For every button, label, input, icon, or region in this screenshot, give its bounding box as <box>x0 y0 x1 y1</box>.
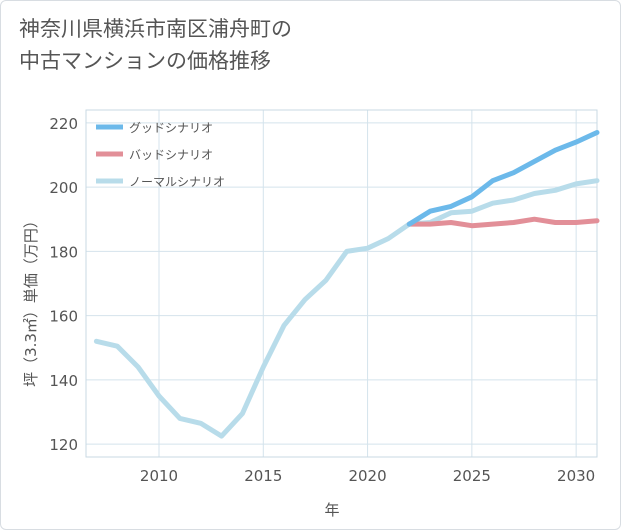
series-line-1 <box>406 130 600 227</box>
y-tick-label: 120 <box>49 436 78 454</box>
legend-label: バッドシナリオ <box>129 148 213 162</box>
chart-title: 神奈川県横浜市南区浦舟町の 中古マンションの価格推移 <box>19 13 292 77</box>
series-line-2 <box>406 216 600 229</box>
y-axis-title: 坪（3.3㎡）単価（万円） <box>22 213 40 387</box>
x-tick-label: 2020 <box>348 467 386 485</box>
x-tick-label: 2015 <box>244 467 282 485</box>
y-tick-label: 200 <box>49 179 78 197</box>
x-tick-label: 2030 <box>557 467 595 485</box>
x-tick-label: 2025 <box>453 467 491 485</box>
y-tick-label: 180 <box>49 243 78 261</box>
x-tick-label: 2010 <box>140 467 178 485</box>
y-tick-label: 220 <box>49 115 78 133</box>
tick-labels: 120 140 160 180 200 220 2010 2015 2020 2025 2030 <box>49 115 595 485</box>
chart-title-line1: 神奈川県横浜市南区浦舟町の <box>19 17 292 41</box>
y-tick-label: 160 <box>49 308 78 326</box>
series-line-3 <box>93 178 600 439</box>
x-axis-title: 年 <box>324 501 339 519</box>
grid-lines <box>85 109 598 458</box>
legend-label: ノーマルシナリオ <box>129 175 225 189</box>
y-tick-label: 140 <box>49 372 78 390</box>
plot-area-border <box>85 109 598 458</box>
legend-label: グッドシナリオ <box>129 121 213 135</box>
chart-title-line2: 中古マンションの価格推移 <box>19 49 271 73</box>
series-layer <box>93 130 600 439</box>
